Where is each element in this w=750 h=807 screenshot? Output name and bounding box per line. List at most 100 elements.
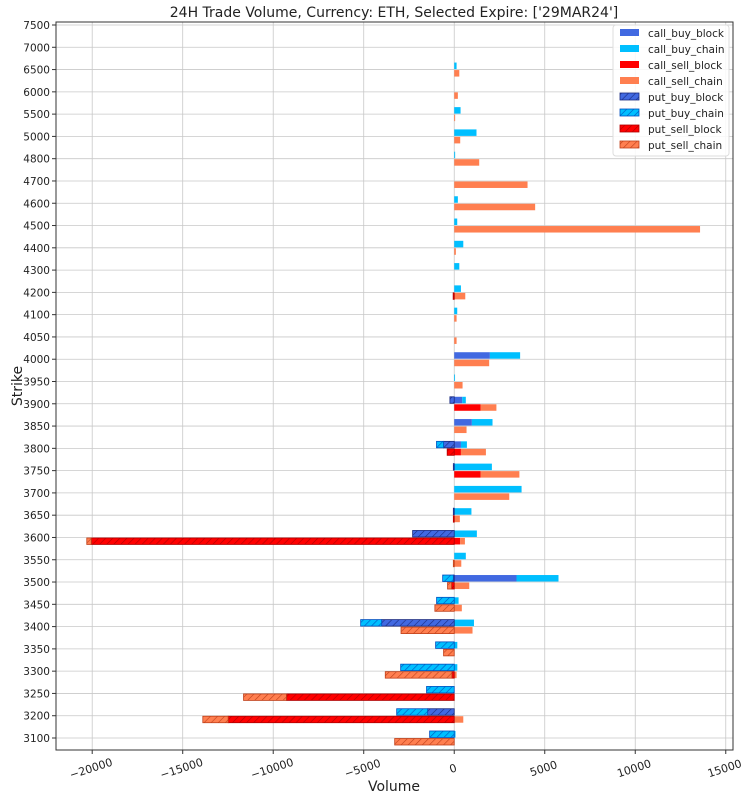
bar-put_sell_chain-3500 bbox=[447, 582, 452, 590]
legend-swatch-put_sell_chain bbox=[619, 140, 640, 149]
chart-title: 24H Trade Volume, Currency: ETH, Selecte… bbox=[170, 5, 619, 21]
bar-call_sell_chain-4000 bbox=[454, 359, 490, 367]
bar-call_buy_chain-4600 bbox=[454, 196, 458, 203]
plot-frame bbox=[55, 21, 734, 751]
x-tick-label: 10000 bbox=[616, 757, 653, 780]
bar-call_buy_chain-3800 bbox=[460, 441, 467, 448]
legend-box bbox=[612, 24, 730, 157]
bar-put_buy_block-3650 bbox=[452, 507, 455, 516]
bar-call_buy_chain-3350 bbox=[454, 641, 458, 649]
y-tick-label: 4700 bbox=[23, 176, 50, 188]
bar-call_sell_chain-3450 bbox=[454, 604, 462, 612]
bar-call_buy_chain-3300 bbox=[454, 664, 458, 671]
bar-call_sell_chain-3700 bbox=[454, 493, 510, 500]
y-tick-label: 3250 bbox=[23, 688, 50, 700]
y-tick-label: 4200 bbox=[23, 287, 50, 299]
bar-call_buy_chain-4800 bbox=[454, 151, 456, 159]
bar-put_buy_chain-3450 bbox=[436, 596, 455, 605]
y-tick-label: 3900 bbox=[23, 399, 50, 411]
y-tick-label: 3700 bbox=[23, 488, 50, 500]
y-axis-ticks: 3100 3200 3250 3300 3350 3400 3450 3500 3550 3600… bbox=[23, 20, 56, 745]
legend-label-put_buy_chain: put_buy_chain bbox=[648, 108, 724, 120]
bar-call_buy_chain-3850 bbox=[471, 419, 493, 426]
bar-put_buy_chain-3100 bbox=[429, 730, 455, 738]
y-tick-label: 4600 bbox=[23, 198, 50, 210]
y-tick-label: 4300 bbox=[23, 265, 50, 277]
bar-call_buy_chain-3700 bbox=[454, 485, 522, 493]
bar-call_sell_chain-4700 bbox=[454, 181, 528, 188]
bar-put_sell_chain-3250 bbox=[243, 693, 287, 701]
bar-call_sell_block-3800 bbox=[454, 448, 461, 456]
bar-call_buy_chain-4400 bbox=[454, 240, 464, 248]
bar-put_sell_chain-3600 bbox=[86, 537, 92, 545]
bar-call_buy_chain-3450 bbox=[454, 597, 459, 604]
y-tick-label: 3350 bbox=[23, 644, 50, 656]
legend-label-call_sell_block: call_sell_block bbox=[648, 60, 723, 72]
y-tick-label: 3600 bbox=[23, 532, 50, 544]
bar-put_buy_chain-3250 bbox=[426, 686, 455, 694]
bar-call_sell_chain-4050 bbox=[454, 337, 457, 344]
y-tick-label: 3800 bbox=[23, 443, 50, 455]
bar-call_sell_chain-3850 bbox=[454, 426, 467, 434]
bar-call_buy_chain-3900 bbox=[462, 396, 466, 404]
bar-call_sell_chain-3800 bbox=[460, 448, 486, 456]
y-tick-label: 3200 bbox=[23, 711, 50, 723]
legend-swatch-call_buy_chain bbox=[620, 45, 639, 52]
legend-label-put_buy_block: put_buy_block bbox=[648, 92, 724, 104]
bar-call_buy_chain-3950 bbox=[454, 374, 456, 381]
bar-call_sell_chain-4200 bbox=[454, 292, 466, 300]
y-tick-label: 3450 bbox=[23, 599, 50, 611]
bar-call_sell_chain-4500 bbox=[454, 226, 701, 233]
bar-call_buy_chain-3600 bbox=[454, 530, 477, 537]
y-tick-label: 3500 bbox=[23, 577, 50, 589]
legend-swatch-put_sell_block bbox=[619, 124, 640, 133]
legend-label-put_sell_block: put_sell_block bbox=[648, 124, 722, 136]
bar-call_buy_chain-4500 bbox=[454, 218, 458, 226]
bar-call_buy_block-3800 bbox=[454, 441, 461, 448]
bar-call_buy_chain-3750 bbox=[454, 463, 492, 471]
y-tick-label: 3400 bbox=[23, 622, 50, 634]
y-tick-label: 3750 bbox=[23, 466, 50, 478]
y-tick-label: 3100 bbox=[23, 733, 50, 745]
bar-call_sell_block-3600 bbox=[454, 537, 461, 545]
y-tick-label: 3850 bbox=[23, 421, 50, 433]
y-tick-label: 7500 bbox=[23, 20, 50, 32]
legend-swatch-call_sell_block bbox=[620, 61, 639, 68]
bar-call_sell_chain-3400 bbox=[454, 627, 473, 634]
bar-put_sell_block-3200 bbox=[227, 715, 455, 724]
bar-call_sell_chain-6500 bbox=[454, 70, 460, 77]
y-tick-label: 3300 bbox=[23, 666, 50, 678]
y-tick-label: 4100 bbox=[23, 310, 50, 322]
bar-put_buy_chain-3200 bbox=[396, 708, 429, 716]
bar-call_sell_chain-4600 bbox=[454, 203, 536, 211]
bar-put_sell_chain-3200 bbox=[202, 715, 229, 724]
bar-call_buy_chain-4300 bbox=[454, 263, 460, 270]
bar-put_sell_chain-3350 bbox=[443, 648, 455, 657]
bar-put_buy_block-3900 bbox=[449, 396, 455, 404]
bar-put_sell_block-3800 bbox=[446, 448, 455, 456]
x-tick-label: −10000 bbox=[249, 756, 295, 782]
x-axis-ticks: −20000 −15000 −10000 −5000 0 5000 10000 15000 bbox=[68, 750, 743, 782]
y-tick-label: 7000 bbox=[23, 42, 50, 54]
bar-call_buy_block-4000 bbox=[454, 352, 490, 359]
bar-call_buy_chain-3500 bbox=[516, 575, 559, 582]
y-tick-label: 4000 bbox=[23, 354, 50, 366]
bar-put_sell_block-4200 bbox=[452, 292, 455, 300]
y-tick-label: 6000 bbox=[23, 87, 50, 99]
bar-call_sell_chain-3300 bbox=[454, 671, 457, 679]
bar-put_sell_chain-3450 bbox=[434, 604, 455, 612]
y-axis-label: Strike bbox=[10, 366, 26, 406]
bar-call_buy_chain-6500 bbox=[454, 62, 457, 70]
bar-put_buy_chain-3400 bbox=[360, 619, 383, 627]
bar-call_sell_chain-3500 bbox=[454, 582, 470, 590]
bar-put_sell_chain-3100 bbox=[394, 738, 455, 746]
bar-call_sell_chain-3650 bbox=[454, 515, 460, 523]
bar-call_sell_chain-3550 bbox=[454, 560, 462, 567]
bar-put_buy_block-3200 bbox=[427, 708, 455, 716]
y-tick-label: 3550 bbox=[23, 555, 50, 567]
x-tick-label: −15000 bbox=[159, 756, 205, 782]
bar-call_sell_chain-3200 bbox=[454, 716, 464, 723]
bar-put_sell_block-3600 bbox=[90, 537, 455, 545]
bar-call_buy_chain-3550 bbox=[454, 552, 466, 560]
